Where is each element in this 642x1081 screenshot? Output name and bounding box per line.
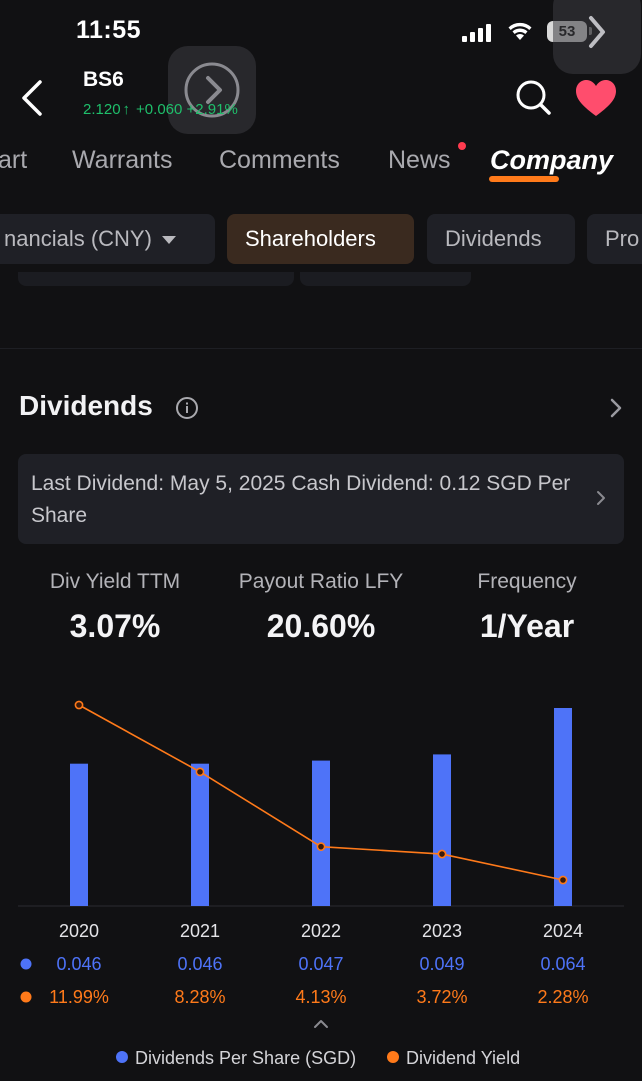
bar-dps-2023 [433,754,451,906]
chip-profile[interactable]: Pro [587,214,642,264]
metric-label: Payout Ratio LFY [238,570,404,593]
x-tick-label: 2020 [59,921,99,941]
section-divider [0,348,642,349]
tab-news[interactable]: News [388,146,451,174]
x-tick-label: 2021 [180,921,220,941]
data-label-yield: 11.99% [49,987,109,1007]
metric-div-yield: Div Yield TTM 3.07% [15,570,215,645]
x-tick-label: 2024 [543,921,583,941]
search-button[interactable] [514,78,552,116]
collapse-caret-icon[interactable] [314,1020,328,1028]
bar-dps-2021 [191,763,209,906]
point-yield-2021 [195,767,205,777]
up-arrow-icon: ↑ [122,101,131,118]
data-label-yield: 2.28% [537,987,588,1007]
last-price: 2.120 [83,101,121,118]
quote-line: 2.120 ↑ +0.060 +2.91% [83,101,238,118]
dividends-title: Dividends [19,390,153,421]
info-icon[interactable] [175,396,199,420]
legend-dot-line [387,1051,399,1064]
data-label-dps: 0.047 [298,954,343,974]
dividends-chart: 2020 2021 2022 2023 2024 0.046 0.046 0.047 0.049… [0,680,642,1030]
chip-financials-label: nancials (CNY) [4,226,152,251]
data-label-yield: 4.13% [295,987,346,1007]
bar-dps-2022 [312,760,330,906]
wifi-icon [508,22,532,40]
data-label-yield: 3.72% [416,987,467,1007]
price-change-percent: +2.91% [186,101,238,118]
metric-value: 3.07% [69,608,161,644]
tab-comments[interactable]: Comments [219,146,340,174]
chevron-right-icon [597,491,605,505]
tab-warrants[interactable]: Warrants [72,146,173,174]
search-icon [516,80,546,110]
metric-frequency: Frequency 1/Year [427,570,627,645]
metric-value: 1/Year [479,608,575,644]
chip-dividends[interactable]: Dividends [427,214,575,264]
previous-section-row [300,272,471,286]
status-bar: 11:55 53 [0,0,642,62]
chevron-right-icon [589,16,605,48]
x-tick-label: 2023 [422,921,462,941]
chevron-right-icon [610,398,622,418]
chevron-right-icon [184,62,240,118]
floating-forward-button[interactable] [553,0,641,74]
legend-item-dps: Dividends Per Share (SGD) [116,1048,356,1069]
chevron-left-icon [22,80,42,116]
data-label-dps: 0.064 [540,954,585,974]
dividends-more-button[interactable] [606,396,626,420]
bar-dps-2024 [554,708,572,906]
tab-chart[interactable]: art [0,146,28,174]
tab-bar: art Warrants Comments News Company [0,146,642,186]
last-dividend-card[interactable]: Last Dividend: May 5, 2025 Cash Dividend… [18,454,624,544]
chip-shareholders[interactable]: Shareholders [227,214,414,264]
metric-value: 20.60% [266,608,376,644]
data-label-dps: 0.046 [177,954,222,974]
chip-financials[interactable]: nancials (CNY) [0,214,215,264]
legend-dot-bar [116,1051,128,1064]
heart-icon [576,80,616,116]
data-label-yield: 8.28% [174,987,225,1007]
row-marker-yield [20,991,32,1003]
favorite-button[interactable] [574,78,618,118]
price-change: +0.060 [136,101,183,118]
chart-legend: Dividends Per Share (SGD) Dividend Yield [0,1048,642,1076]
legend-item-yield: Dividend Yield [387,1048,520,1069]
x-tick-label: 2022 [301,921,341,941]
news-notification-dot [458,142,466,150]
tab-company[interactable]: Company [490,146,614,175]
active-tab-indicator [489,176,559,182]
point-yield-2024 [558,875,568,885]
data-label-dps: 0.049 [419,954,464,974]
data-label-dps: 0.046 [56,954,101,974]
legend-label: Dividends Per Share (SGD) [135,1048,357,1068]
floating-forward-button[interactable] [168,46,256,134]
back-button[interactable] [14,76,50,120]
point-yield-2020 [74,700,84,710]
legend-label: Dividend Yield [406,1048,521,1068]
row-marker-dps [20,958,32,970]
metric-label: Frequency [477,570,577,593]
caret-down-icon [161,236,176,245]
previous-section-row [18,272,294,286]
point-yield-2023 [437,849,447,859]
status-time: 11:55 [76,16,142,44]
ticker-symbol: BS6 [83,68,124,91]
cellular-signal-icon [462,24,492,42]
point-yield-2022 [316,842,326,852]
metric-label: Div Yield TTM [49,570,181,593]
last-dividend-text: Last Dividend: May 5, 2025 Cash Dividend… [31,472,571,527]
bar-dps-2020 [70,763,88,906]
metric-payout-ratio: Payout Ratio LFY 20.60% [221,570,421,645]
dividends-chart-svg: 2020 2021 2022 2023 2024 0.046 0.046 0.047 0.049… [18,700,624,1028]
